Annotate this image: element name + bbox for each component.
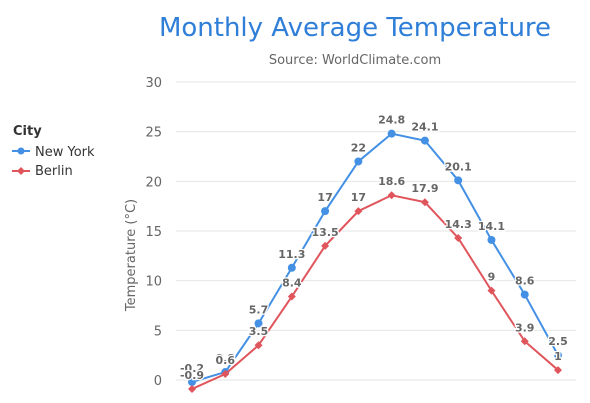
data-label-berlin: 0.6 bbox=[216, 354, 236, 367]
data-label-berlin: -0.9 bbox=[180, 369, 204, 382]
point-new-york[interactable] bbox=[520, 290, 529, 299]
point-berlin[interactable] bbox=[354, 207, 363, 216]
chart-subtitle: Source: WorldClimate.com bbox=[269, 53, 441, 68]
data-label-new-york: 11.3 bbox=[278, 248, 305, 261]
legend-label-berlin: Berlin bbox=[35, 164, 73, 179]
data-label-berlin: 3.9 bbox=[515, 321, 535, 334]
data-label-new-york: 2.5 bbox=[548, 335, 568, 348]
y-tick-label: 30 bbox=[145, 76, 162, 91]
y-axis-tick-labels: 0 5 10 15 20 25 30 bbox=[145, 76, 162, 389]
point-berlin[interactable] bbox=[454, 233, 463, 242]
point-berlin[interactable] bbox=[554, 366, 562, 375]
data-label-berlin: 13.5 bbox=[312, 226, 339, 239]
point-new-york[interactable] bbox=[254, 319, 263, 328]
data-label-berlin: 8.4 bbox=[282, 277, 302, 290]
data-label-berlin: 1 bbox=[554, 350, 562, 363]
legend-label-new-york: New York bbox=[35, 145, 95, 160]
point-new-york[interactable] bbox=[287, 263, 296, 272]
data-label-berlin: 9 bbox=[488, 271, 496, 284]
data-label-new-york: 22 bbox=[351, 141, 366, 154]
data-label-new-york: 24.1 bbox=[411, 121, 438, 134]
point-berlin[interactable] bbox=[221, 370, 230, 379]
y-tick-label: 20 bbox=[145, 175, 162, 190]
point-new-york[interactable] bbox=[321, 207, 330, 216]
y-tick-label: 15 bbox=[145, 225, 162, 240]
y-tick-label: 0 bbox=[154, 374, 162, 389]
data-labels: -0.2 0.8 5.7 11.3 17 22 24.8 24.1 20.1 14.1 8.6 2.5… bbox=[179, 112, 569, 383]
point-berlin[interactable] bbox=[487, 286, 496, 295]
data-label-new-york: 20.1 bbox=[445, 160, 472, 173]
grid-lines bbox=[176, 81, 576, 381]
point-berlin[interactable] bbox=[321, 241, 330, 250]
point-new-york[interactable] bbox=[554, 351, 562, 360]
data-label-berlin: 3.5 bbox=[249, 325, 269, 338]
legend-item-berlin[interactable]: Berlin bbox=[12, 164, 73, 179]
data-label-new-york: 5.7 bbox=[249, 303, 269, 316]
point-new-york[interactable] bbox=[420, 136, 429, 145]
chart-title: Monthly Average Temperature bbox=[159, 13, 551, 43]
point-berlin[interactable] bbox=[420, 198, 429, 207]
series-line-berlin[interactable] bbox=[191, 194, 559, 390]
data-label-new-york: 17 bbox=[317, 191, 332, 204]
point-berlin[interactable] bbox=[287, 292, 296, 301]
y-axis-title: Temperature (°C) bbox=[124, 199, 139, 312]
data-label-new-york: -0.2 bbox=[180, 362, 204, 375]
data-label-berlin: 18.6 bbox=[378, 175, 405, 188]
point-new-york[interactable] bbox=[188, 377, 196, 386]
point-berlin[interactable] bbox=[254, 341, 263, 350]
data-label-berlin: 14.3 bbox=[445, 218, 472, 231]
legend-title: City bbox=[13, 124, 42, 139]
legend: City New York Berlin bbox=[12, 124, 95, 179]
data-label-new-york: 0.8 bbox=[216, 352, 236, 365]
point-new-york[interactable] bbox=[454, 176, 463, 185]
data-label-new-york: 24.8 bbox=[378, 114, 405, 127]
series-lines bbox=[188, 129, 562, 393]
legend-marker-berlin bbox=[17, 167, 25, 175]
data-label-new-york: 14.1 bbox=[478, 220, 505, 233]
data-label-berlin: 17.9 bbox=[411, 182, 438, 195]
data-label-new-york: 8.6 bbox=[515, 275, 535, 288]
point-new-york[interactable] bbox=[387, 129, 396, 138]
y-tick-label: 25 bbox=[145, 126, 162, 141]
y-tick-label: 10 bbox=[145, 275, 162, 290]
point-berlin[interactable] bbox=[520, 337, 529, 346]
legend-marker-new-york bbox=[17, 147, 25, 155]
y-tick-label: 5 bbox=[154, 324, 162, 339]
series-line-new-york[interactable] bbox=[191, 132, 559, 383]
data-label-berlin: 17 bbox=[351, 191, 366, 204]
legend-item-new-york[interactable]: New York bbox=[12, 145, 95, 160]
point-new-york[interactable] bbox=[487, 235, 496, 244]
point-berlin[interactable] bbox=[188, 384, 196, 393]
point-new-york[interactable] bbox=[354, 157, 363, 166]
point-berlin[interactable] bbox=[387, 191, 396, 200]
